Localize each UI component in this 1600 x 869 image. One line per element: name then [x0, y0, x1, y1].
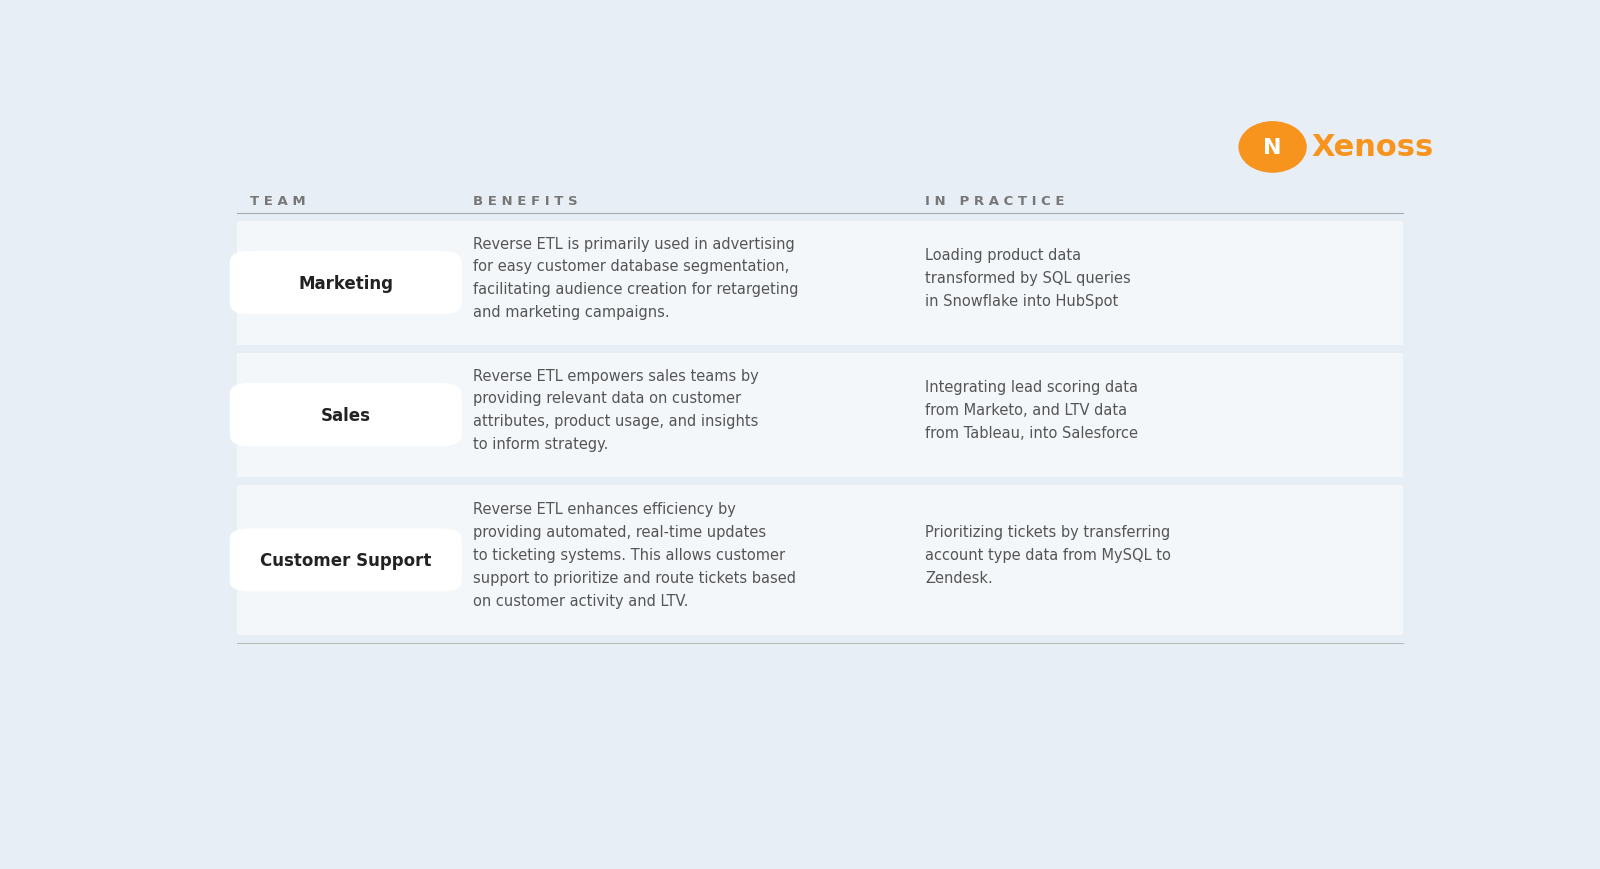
- Text: Prioritizing tickets by transferring
account type data from MySQL to
Zendesk.: Prioritizing tickets by transferring acc…: [925, 525, 1171, 585]
- Text: Customer Support: Customer Support: [261, 551, 432, 569]
- Text: Marketing: Marketing: [298, 275, 394, 292]
- Text: Reverse ETL is primarily used in advertising
for easy customer database segmenta: Reverse ETL is primarily used in adverti…: [474, 236, 798, 320]
- Bar: [237, 485, 1403, 635]
- Text: Sales: Sales: [320, 406, 371, 424]
- Text: I N   P R A C T I C E: I N P R A C T I C E: [925, 195, 1066, 208]
- Bar: [237, 222, 1403, 345]
- Text: Xenoss: Xenoss: [1310, 133, 1434, 163]
- Text: T E A M: T E A M: [250, 195, 306, 208]
- Text: B E N E F I T S: B E N E F I T S: [474, 195, 578, 208]
- Ellipse shape: [1238, 123, 1306, 173]
- FancyBboxPatch shape: [230, 383, 462, 447]
- Text: Reverse ETL empowers sales teams by
providing relevant data on customer
attribut: Reverse ETL empowers sales teams by prov…: [474, 368, 758, 451]
- Text: Integrating lead scoring data
from Marketo, and LTV data
from Tableau, into Sale: Integrating lead scoring data from Marke…: [925, 380, 1139, 440]
- Bar: [237, 353, 1403, 477]
- Text: N: N: [1264, 138, 1282, 158]
- Text: Loading product data
transformed by SQL queries
in Snowflake into HubSpot: Loading product data transformed by SQL …: [925, 248, 1131, 308]
- FancyBboxPatch shape: [230, 252, 462, 315]
- FancyBboxPatch shape: [230, 529, 462, 592]
- Text: Reverse ETL enhances efficiency by
providing automated, real-time updates
to tic: Reverse ETL enhances efficiency by provi…: [474, 502, 795, 608]
